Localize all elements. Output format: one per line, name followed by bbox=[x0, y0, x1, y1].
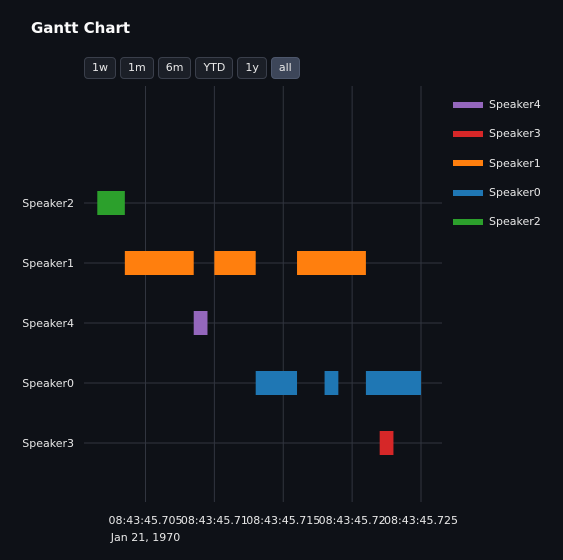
x-tick-label: 08:43:45.705 bbox=[109, 514, 183, 527]
gantt-bar-speaker2 bbox=[97, 191, 125, 215]
range-button-ytd[interactable]: YTD bbox=[195, 57, 234, 79]
x-tick-label: 08:43:45.715 bbox=[246, 514, 320, 527]
x-tick-label: 08:43:45.725 bbox=[384, 514, 458, 527]
legend-label: Speaker2 bbox=[489, 215, 541, 229]
legend-item-speaker3[interactable]: Speaker3 bbox=[453, 119, 541, 148]
legend: Speaker4 Speaker3 Speaker1 Speaker0 Speaker2 bbox=[453, 90, 541, 236]
gantt-bar-speaker0 bbox=[365, 371, 421, 395]
gantt-bar-speaker3 bbox=[379, 431, 394, 455]
range-button-1m[interactable]: 1m bbox=[120, 57, 154, 79]
range-button-all[interactable]: all bbox=[270, 57, 300, 79]
legend-label: Speaker0 bbox=[489, 186, 541, 200]
gantt-bar-speaker1 bbox=[124, 251, 194, 275]
chart-title: Gantt Chart bbox=[31, 19, 131, 37]
y-tick-label: Speaker3 bbox=[22, 437, 74, 450]
legend-item-speaker1[interactable]: Speaker1 bbox=[453, 149, 541, 178]
legend-swatch bbox=[453, 130, 483, 137]
gantt-bar-speaker1 bbox=[214, 251, 256, 275]
x-tick-label: 08:43:45.72 bbox=[319, 514, 386, 527]
range-button-6m[interactable]: 6m bbox=[157, 57, 192, 79]
y-tick-label: Speaker2 bbox=[22, 197, 74, 210]
legend-swatch bbox=[453, 189, 483, 196]
legend-label: Speaker3 bbox=[489, 127, 541, 141]
range-selector: 1w 1m 6m YTD 1y all bbox=[84, 57, 300, 79]
legend-swatch bbox=[453, 160, 483, 167]
legend-item-speaker2[interactable]: Speaker2 bbox=[453, 207, 541, 236]
y-tick-label: Speaker0 bbox=[22, 377, 74, 390]
x-tick-label: 08:43:45.71 bbox=[181, 514, 248, 527]
range-button-1w[interactable]: 1w bbox=[84, 57, 116, 79]
gantt-bar-speaker1 bbox=[297, 251, 366, 275]
gantt-bar-speaker4 bbox=[193, 311, 208, 335]
gantt-bar-speaker0 bbox=[255, 371, 298, 395]
y-tick-label: Speaker4 bbox=[22, 317, 74, 330]
x-date-label: Jan 21, 1970 bbox=[110, 531, 180, 544]
legend-swatch bbox=[453, 218, 483, 225]
legend-swatch bbox=[453, 101, 483, 108]
legend-item-speaker4[interactable]: Speaker4 bbox=[453, 90, 541, 119]
gantt-bar-speaker0 bbox=[324, 371, 339, 395]
y-tick-label: Speaker1 bbox=[22, 257, 74, 270]
range-button-1y[interactable]: 1y bbox=[237, 57, 267, 79]
legend-label: Speaker1 bbox=[489, 156, 541, 170]
legend-item-speaker0[interactable]: Speaker0 bbox=[453, 178, 541, 207]
legend-label: Speaker4 bbox=[489, 98, 541, 112]
